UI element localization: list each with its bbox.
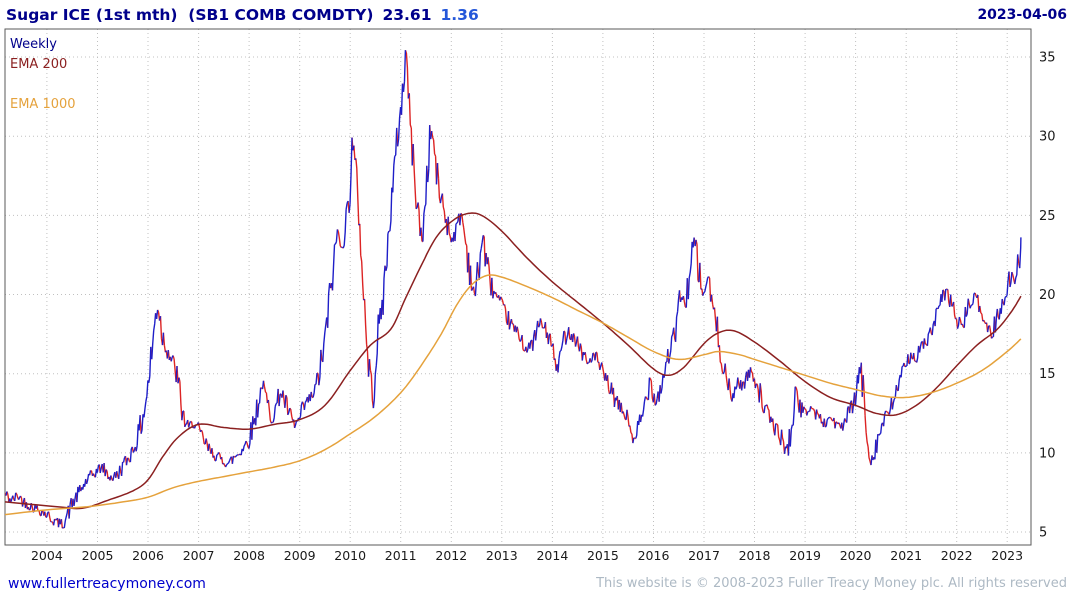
chart-title: Sugar ICE (1st mth) (SB1 COMB COMDTY) (6, 6, 374, 24)
y-axis-label: 30 (1039, 130, 1056, 145)
legend-item-weekly: Weekly (10, 37, 57, 52)
x-axis-label: 2008 (233, 548, 265, 563)
x-axis-label: 2011 (385, 548, 417, 563)
x-axis-label: 2018 (739, 548, 771, 563)
price-series-down-segments (5, 49, 1021, 529)
x-axis-label: 2021 (890, 548, 922, 563)
y-axis-label: 25 (1039, 209, 1056, 224)
x-axis-label: 2015 (587, 548, 619, 563)
y-axis-label: 5 (1039, 526, 1047, 541)
chart-date: 2023-04-06 (977, 7, 1067, 23)
chart-area[interactable]: 5 10 15 20 25 30 35 2004 2005 2006 2007 2008 2009 201… (0, 27, 1075, 575)
legend-item-ema1000: EMA 1000 (10, 97, 76, 112)
legend-item-ema200: EMA 200 (10, 56, 68, 72)
x-axis-label: 2019 (789, 548, 821, 563)
x-axis-label: 2017 (688, 548, 720, 563)
x-axis-label: 2010 (334, 548, 366, 563)
x-axis-label: 2013 (486, 548, 518, 563)
x-axis-label: 2023 (991, 548, 1023, 563)
x-axis-label: 2022 (941, 548, 973, 563)
x-axis-label: 2004 (31, 548, 63, 563)
footer-bar: www.fullertreacymoney.com This website i… (0, 574, 1075, 600)
x-axis-label: 2009 (284, 548, 316, 563)
price-series-up-segments (5, 50, 1022, 529)
price-chart-canvas[interactable]: 5 10 15 20 25 30 35 2004 2005 2006 2007 2008 2009 201… (0, 27, 1075, 575)
x-axis-label: 2014 (536, 548, 568, 563)
x-axis-label: 2020 (840, 548, 872, 563)
website-link[interactable]: www.fullertreacymoney.com (8, 575, 206, 592)
y-axis-label: 35 (1039, 51, 1056, 66)
ema-1000-line (5, 274, 1022, 516)
x-axis-label: 2005 (82, 548, 114, 563)
chart-legend: Weekly EMA 200 EMA 1000 (10, 35, 76, 115)
title-group: Sugar ICE (1st mth) (SB1 COMB COMDTY) 23… (6, 6, 479, 24)
y-axis-label: 10 (1039, 446, 1056, 461)
plot-border (4, 28, 1032, 546)
last-price: 23.61 (382, 6, 432, 24)
y-axis-label: 15 (1039, 367, 1056, 382)
price-change: 1.36 (440, 6, 479, 24)
x-axis-label: 2012 (435, 548, 467, 563)
ema-200-line (5, 212, 1022, 510)
y-axis-label: 20 (1039, 288, 1056, 303)
copyright-text: This website is © 2008-2023 Fuller Treac… (596, 576, 1067, 591)
axis-labels: 5 10 15 20 25 30 35 2004 2005 2006 2007 2008 2009 201… (31, 51, 1056, 564)
x-axis-label: 2007 (183, 548, 215, 563)
grid-lines (5, 29, 1031, 545)
x-axis-label: 2006 (132, 548, 164, 563)
x-axis-label: 2016 (638, 548, 670, 563)
chart-header: Sugar ICE (1st mth) (SB1 COMB COMDTY) 23… (0, 0, 1075, 27)
